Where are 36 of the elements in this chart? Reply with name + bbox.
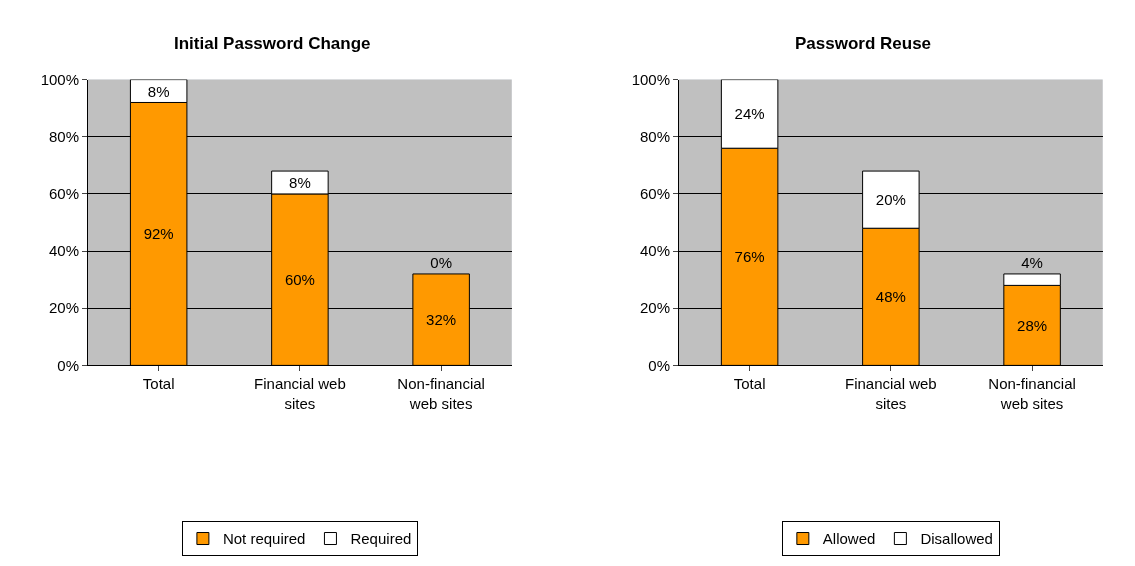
y-tick-label: 40% [49,242,80,260]
x-tick-label: Non-financial web sites [397,375,485,412]
y-tick-label: 60% [639,185,670,203]
y-tick-label: 100% [631,70,670,88]
data-label: 48% [875,288,906,306]
data-label: 28% [1017,316,1048,334]
data-label: 20% [875,191,906,209]
y-tick-label: 0% [648,356,670,374]
data-label: 76% [734,248,765,266]
y-tick-label: 0% [57,356,80,374]
data-label: 0% [430,253,452,271]
y-tick-label: 20% [639,299,670,317]
y-tick-label: 60% [49,185,80,203]
y-tick-label: 20% [49,299,80,317]
legend-label: Allowed [822,530,876,548]
x-tick-label: Financial web sites [844,375,937,412]
y-tick-label: 80% [639,128,670,146]
legend-label: Required [350,530,412,548]
data-label: 32% [426,311,457,329]
data-label: 8% [147,82,170,100]
data-label: 8% [289,174,311,191]
y-tick-label: 100% [40,70,80,88]
chart-title: Password Reuse [795,34,932,53]
y-tick-label: 40% [639,242,670,260]
data-label: 60% [284,271,315,289]
data-label: 4% [1021,253,1043,271]
legend-label: Not required [222,530,306,548]
data-label: 24% [734,105,765,123]
x-tick-label: Total [142,375,175,393]
legend-label: Disallowed [920,530,993,548]
x-tick-label: Non-financial web sites [988,375,1076,412]
x-tick-label: Financial web sites [254,375,346,412]
y-tick-label: 80% [49,128,80,146]
chart-title: Initial Password Change [174,34,371,53]
x-tick-label: Total [733,375,766,393]
data-label: 92% [143,225,174,243]
